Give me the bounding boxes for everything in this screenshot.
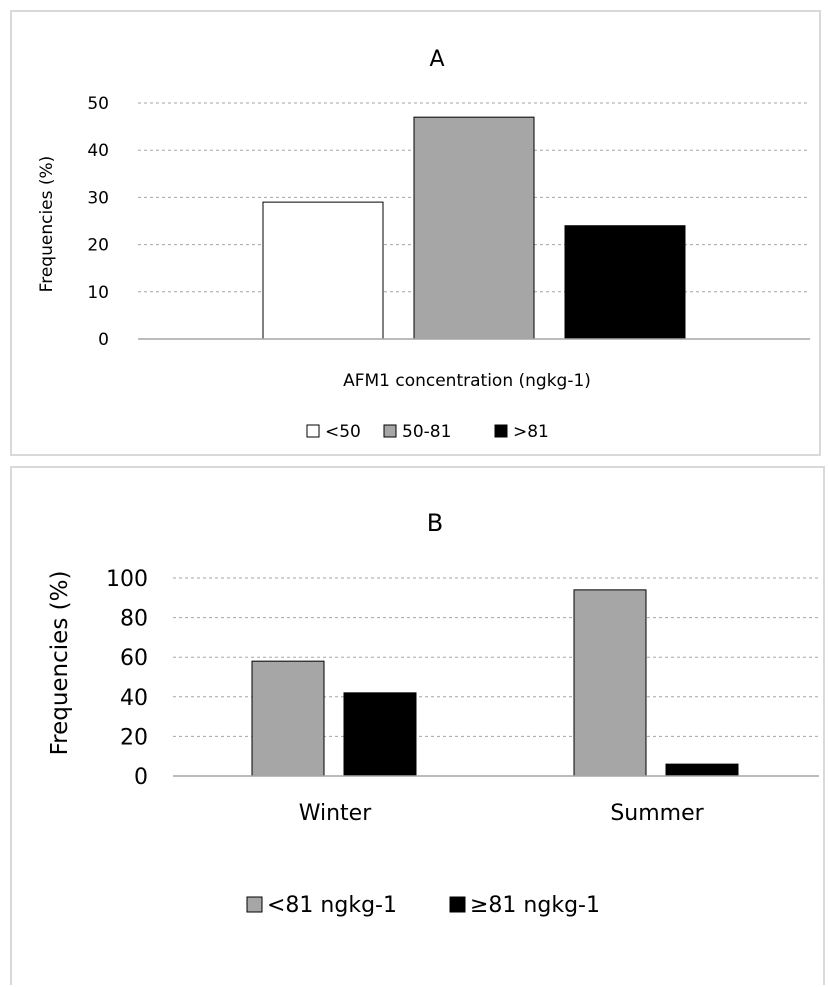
chart-a-ytick-label: 40 <box>87 141 109 161</box>
chart-b-legend-swatch <box>246 896 263 913</box>
chart-b-ylabel: Frequencies (%) <box>47 571 73 756</box>
chart-a-ylabel: Frequencies (%) <box>37 156 57 293</box>
chart-b-title: B <box>427 509 443 537</box>
chart-a-ytick-label: 10 <box>87 283 109 303</box>
chart-b-category-label: Summer <box>610 801 704 826</box>
chart-b-bars <box>251 589 739 777</box>
chart-a-bars <box>262 116 686 340</box>
chart-b-bar <box>343 692 417 777</box>
chart-a-legend-label: >81 <box>513 422 549 442</box>
chart-a-xlabel: AFM1 concentration (ngkg-1) <box>343 371 591 391</box>
chart-a-legend-label: <50 <box>325 422 361 442</box>
chart-b-ytick-label: 80 <box>120 607 148 632</box>
chart-b-ytick-label: 0 <box>134 765 148 790</box>
chart-b-yticks: 0 20 40 60 80 100 <box>106 567 148 790</box>
chart-b-categories: Winter Summer <box>299 801 705 826</box>
chart-a-legend-label: 50-81 <box>402 422 451 442</box>
chart-panel-a: A Frequencies (%) 0 10 20 30 40 50 AFM1 conce… <box>10 10 821 456</box>
chart-b-bar <box>251 660 325 777</box>
chart-a-legend-swatch <box>494 424 508 438</box>
chart-a-ytick-label: 20 <box>87 236 109 256</box>
chart-b-category-label: Winter <box>299 801 372 826</box>
chart-b-legend: <81 ngkg-1 ≥81 ngkg-1 <box>246 893 600 918</box>
chart-a-bar <box>564 225 686 340</box>
chart-a-bar <box>262 201 384 340</box>
chart-b-bar <box>573 589 647 777</box>
chart-a-legend: <50 50-81 >81 <box>306 422 549 442</box>
chart-b-legend-label: ≥81 ngkg-1 <box>470 893 600 918</box>
chart-b-bar <box>665 763 739 777</box>
chart-b-ytick-label: 20 <box>120 725 148 750</box>
chart-a-svg: A Frequencies (%) 0 10 20 30 40 50 AFM1 conce… <box>37 47 810 442</box>
chart-a-legend-swatch <box>383 424 397 438</box>
chart-a-bar <box>413 116 535 340</box>
chart-a-legend-swatch <box>306 424 320 438</box>
chart-a-title: A <box>429 47 444 72</box>
chart-b-legend-swatch <box>449 896 466 913</box>
chart-a-yticks: 0 10 20 30 40 50 <box>87 94 109 350</box>
chart-panel-b: B Frequencies (%) 0 20 40 60 80 100 Winter Sum… <box>10 466 825 985</box>
chart-a-ytick-label: 30 <box>87 188 109 208</box>
chart-b-legend-label: <81 ngkg-1 <box>267 893 397 918</box>
chart-a-ytick-label: 50 <box>87 94 109 114</box>
chart-b-svg: B Frequencies (%) 0 20 40 60 80 100 Winter Sum… <box>47 509 819 918</box>
chart-a-ytick-label: 0 <box>98 330 109 350</box>
chart-b-ytick-label: 100 <box>106 567 148 592</box>
chart-b-ytick-label: 40 <box>120 686 148 711</box>
chart-b-ytick-label: 60 <box>120 646 148 671</box>
